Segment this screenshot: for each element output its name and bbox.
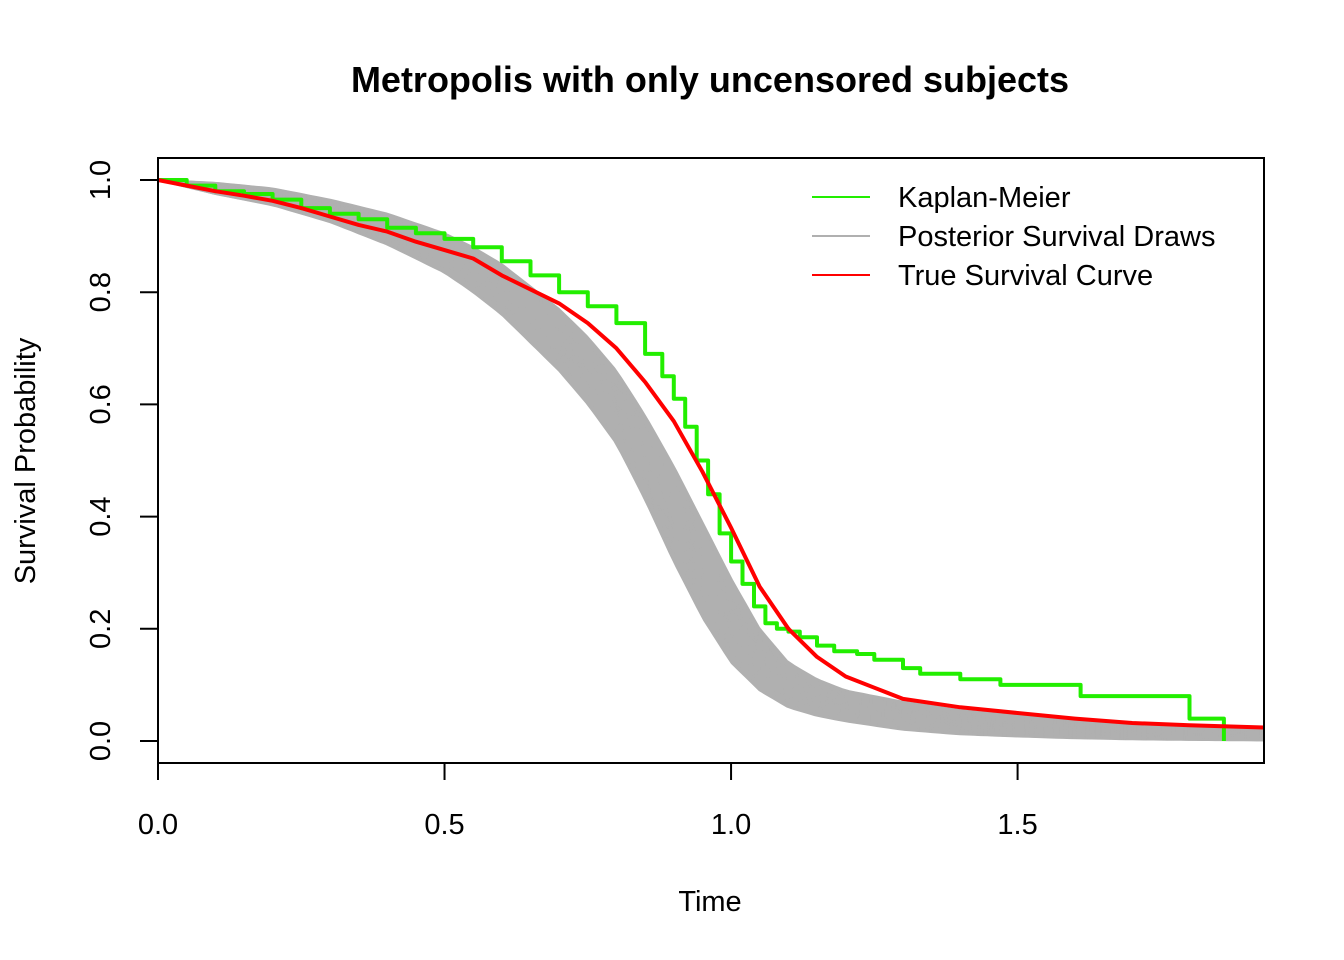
y-tick-label: 0.6 — [85, 384, 117, 424]
y-tick-label: 0.8 — [85, 272, 117, 312]
legend-label: Kaplan-Meier — [898, 182, 1071, 214]
y-tick-label: 0.4 — [85, 496, 117, 536]
x-axis: 0.0 0.5 1.0 1.5 — [138, 762, 1038, 841]
x-axis-label: Time — [678, 886, 741, 918]
y-tick-label: 0.2 — [85, 609, 117, 649]
posterior-draws — [157, 179, 1265, 742]
y-axis-label: Survival Probability — [10, 337, 42, 584]
legend-label: Posterior Survival Draws — [898, 221, 1215, 253]
y-tick-label: 0.0 — [85, 721, 117, 761]
y-tick-label: 1.0 — [85, 160, 117, 200]
x-tick-label: 0.5 — [424, 809, 464, 841]
legend: Kaplan-Meier Posterior Survival Draws True… — [812, 182, 1215, 292]
series-lines — [157, 178, 1265, 741]
legend-label: True Survival Curve — [898, 260, 1153, 292]
x-tick-label: 1.5 — [997, 809, 1037, 841]
x-tick-label: 1.0 — [711, 809, 751, 841]
x-tick-label: 0.0 — [138, 809, 178, 841]
y-axis: 0.0 0.2 0.4 0.6 0.8 1.0 — [85, 160, 159, 761]
kaplan-meier-line — [158, 178, 1226, 741]
true-survival-curve-line — [157, 178, 1265, 730]
chart-title: Metropolis with only uncensored subjects — [351, 59, 1069, 100]
